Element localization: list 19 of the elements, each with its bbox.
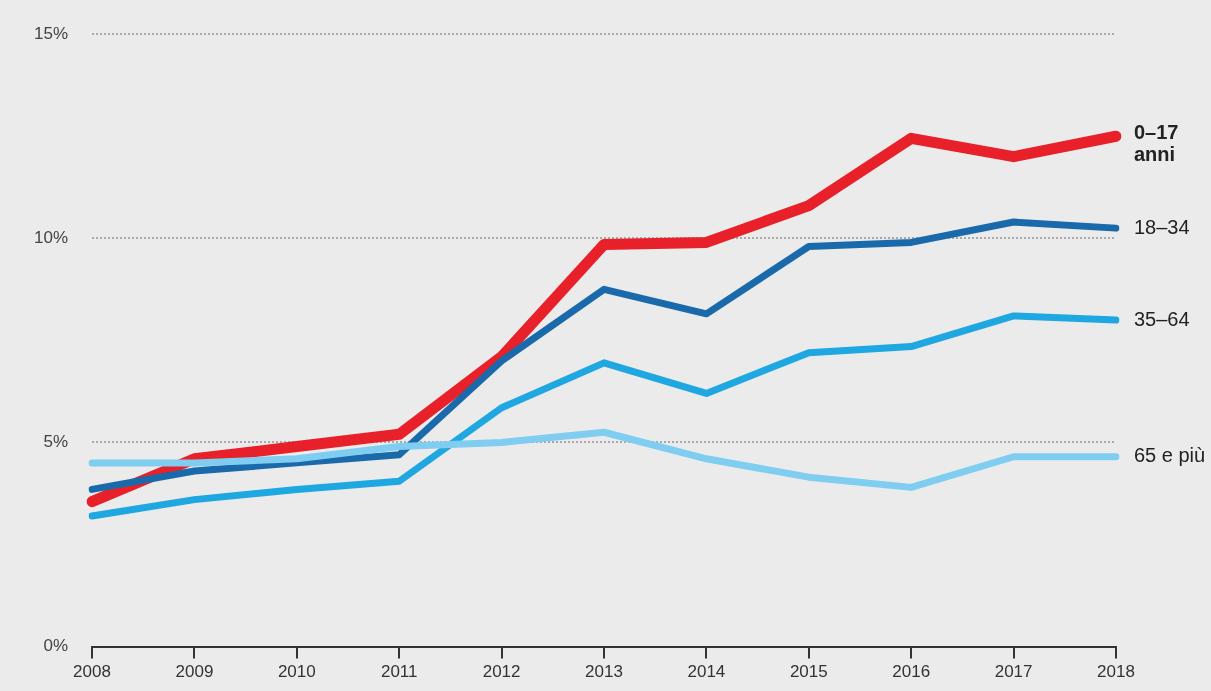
- x-tick-label: 2015: [789, 662, 828, 682]
- y-tick-label: 15%: [33, 23, 69, 43]
- x-tick-label: 2008: [73, 662, 111, 682]
- x-tick-label: 2009: [175, 662, 214, 682]
- x-tick-label: 2014: [687, 662, 726, 682]
- x-tick-label: 2017: [994, 662, 1033, 682]
- x-tick-label: 2018: [1097, 662, 1135, 682]
- y-tick-label: 10%: [33, 228, 69, 248]
- x-tick-label: 2016: [892, 662, 931, 682]
- x-tick-label: 2012: [482, 662, 521, 682]
- x-tick-label: 2013: [585, 662, 623, 682]
- series-label: 18–34: [1134, 215, 1190, 238]
- series-label: 0–17 anni: [1134, 120, 1179, 165]
- series-label: 65 e più: [1134, 444, 1206, 467]
- y-tick-label: 5%: [43, 432, 69, 452]
- series-label: 35–64: [1134, 307, 1190, 330]
- x-tick-label: 2011: [380, 662, 418, 682]
- x-tick-label: 2010: [277, 662, 316, 682]
- y-tick-label: 0%: [43, 636, 69, 656]
